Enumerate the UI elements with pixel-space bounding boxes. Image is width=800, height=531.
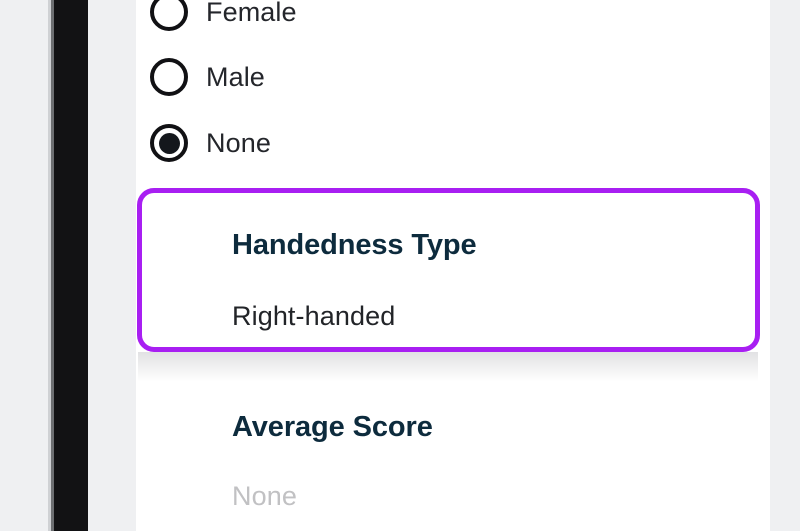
radio-option-female[interactable]: Female [150,0,297,33]
handedness-type-field-card[interactable] [137,188,760,352]
radio-option-male[interactable]: Male [150,56,265,98]
radio-unchecked-icon[interactable] [150,58,188,96]
radio-option-label: None [206,127,271,158]
average-score-value[interactable]: None [232,481,297,511]
device-screen: Female Male None Handedness Type Right-h… [136,0,770,531]
radio-option-label: Male [206,61,265,92]
radio-checked-icon[interactable] [150,124,188,162]
device-left-bezel [54,0,88,531]
radio-option-none[interactable]: None [150,122,271,164]
device-left-inner-edge [51,0,54,531]
average-score-label: Average Score [232,411,433,443]
handedness-type-value[interactable]: Right-handed [232,301,396,331]
device-frame: Female Male None Handedness Type Right-h… [48,0,770,531]
radio-option-label: Female [206,0,297,27]
handedness-type-label: Handedness Type [232,229,477,261]
radio-unchecked-icon[interactable] [150,0,188,31]
card-drop-shadow [138,352,758,382]
device-left-outer-edge [48,0,51,531]
